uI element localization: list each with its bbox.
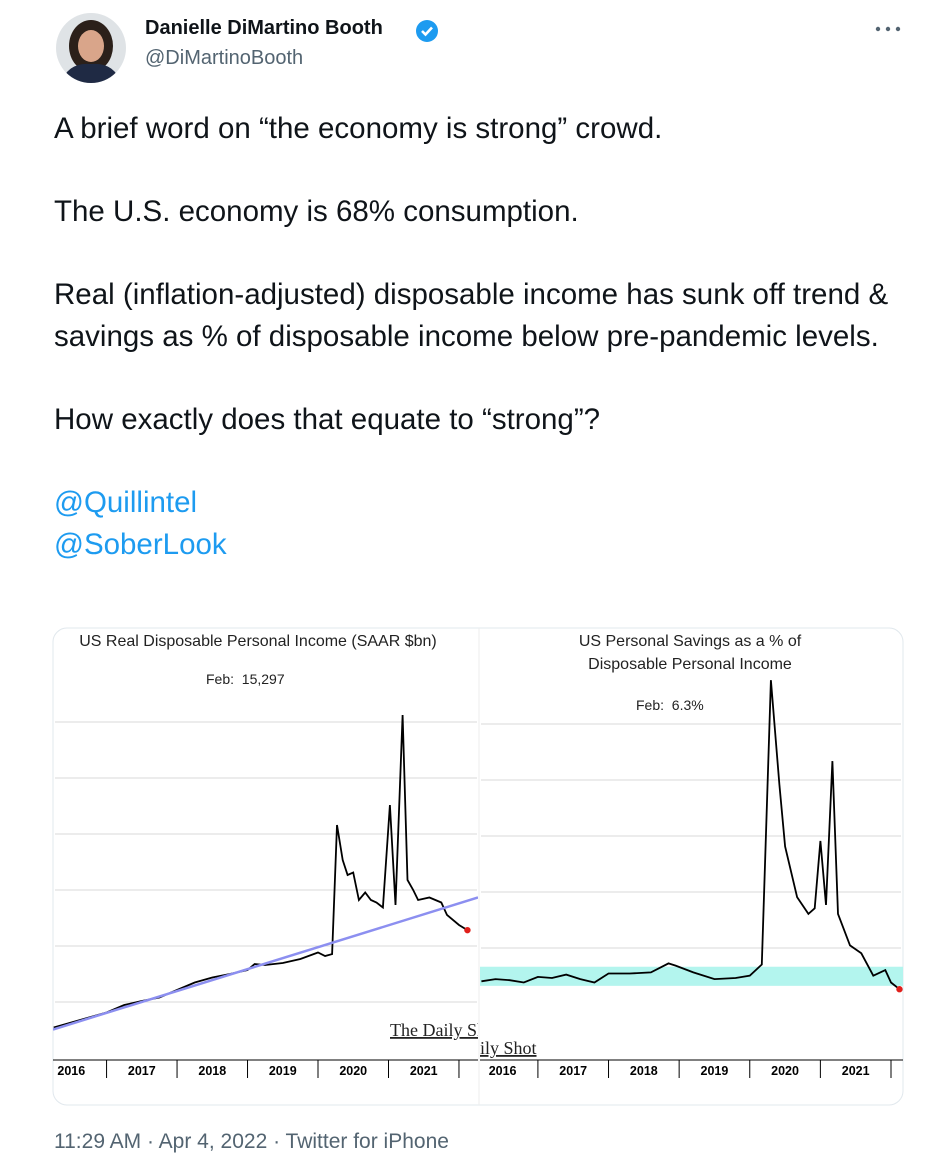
x-tick-label: 2016 xyxy=(489,1064,517,1078)
chart-title: US Real Disposable Personal Income (SAAR… xyxy=(79,633,437,650)
watermark: ily Shot xyxy=(480,1038,537,1058)
chart-annotation: Feb: 15,297 xyxy=(206,671,285,687)
decor-grid xyxy=(55,721,901,1003)
data-line xyxy=(481,680,901,990)
tweet-paragraph: How exactly does that equate to “strong”… xyxy=(54,403,601,436)
x-tick-label: 2020 xyxy=(339,1064,367,1078)
tweet-timestamp[interactable]: 11:29 AM · Apr 4, 2022 · Twitter for iPh… xyxy=(54,1130,449,1153)
mention-link[interactable]: @Quillintel xyxy=(54,486,198,519)
tweet-body: A brief word on “the economy is strong” … xyxy=(54,108,894,607)
chart-title: Disposable Personal Income xyxy=(588,656,792,673)
x-tick-label: 2019 xyxy=(701,1064,729,1078)
avatar[interactable] xyxy=(55,12,127,84)
x-tick-label: 2018 xyxy=(630,1064,658,1078)
chart-title: US Personal Savings as a % of xyxy=(579,633,802,650)
x-tick-label: 2016 xyxy=(57,1064,85,1078)
x-tick-label: 2019 xyxy=(269,1064,297,1078)
mentions: @Quillintel @SoberLook xyxy=(54,482,894,566)
tweet-paragraph: The U.S. economy is 68% consumption. xyxy=(54,195,579,228)
trend-line xyxy=(53,896,478,1031)
chart: US Real Disposable Personal Income (SAAR… xyxy=(53,633,500,1078)
verified-badge xyxy=(416,20,438,42)
last-point xyxy=(464,926,471,934)
reference-band xyxy=(480,966,903,986)
x-tick-label: 2017 xyxy=(559,1064,587,1078)
tweet-paragraph: A brief word on “the economy is strong” … xyxy=(54,112,663,145)
x-tick-label: 2018 xyxy=(198,1064,226,1078)
x-tick-label: 2021 xyxy=(410,1064,438,1078)
x-tick-label: 2022 xyxy=(912,1064,936,1078)
x-tick-label: 2020 xyxy=(771,1064,799,1078)
chart: US Personal Savings as a % of Disposable … xyxy=(480,633,936,1078)
x-tick-label: 2017 xyxy=(128,1064,156,1078)
tweet-paragraph: Real (inflation-adjusted) disposable inc… xyxy=(54,278,889,353)
more-menu[interactable] xyxy=(872,22,904,36)
chart-annotation: Feb: 6.3% xyxy=(636,697,704,713)
author-name[interactable]: Danielle DiMartino Booth xyxy=(145,17,383,39)
mention-link[interactable]: @SoberLook xyxy=(54,528,227,561)
last-point xyxy=(896,986,903,993)
x-tick-label: 2021 xyxy=(842,1064,870,1078)
watermark: The Daily Shot xyxy=(390,1020,500,1040)
media[interactable]: US Real Disposable Personal Income (SAAR… xyxy=(0,620,936,1120)
author-handle[interactable]: @DiMartinoBooth xyxy=(145,47,304,69)
